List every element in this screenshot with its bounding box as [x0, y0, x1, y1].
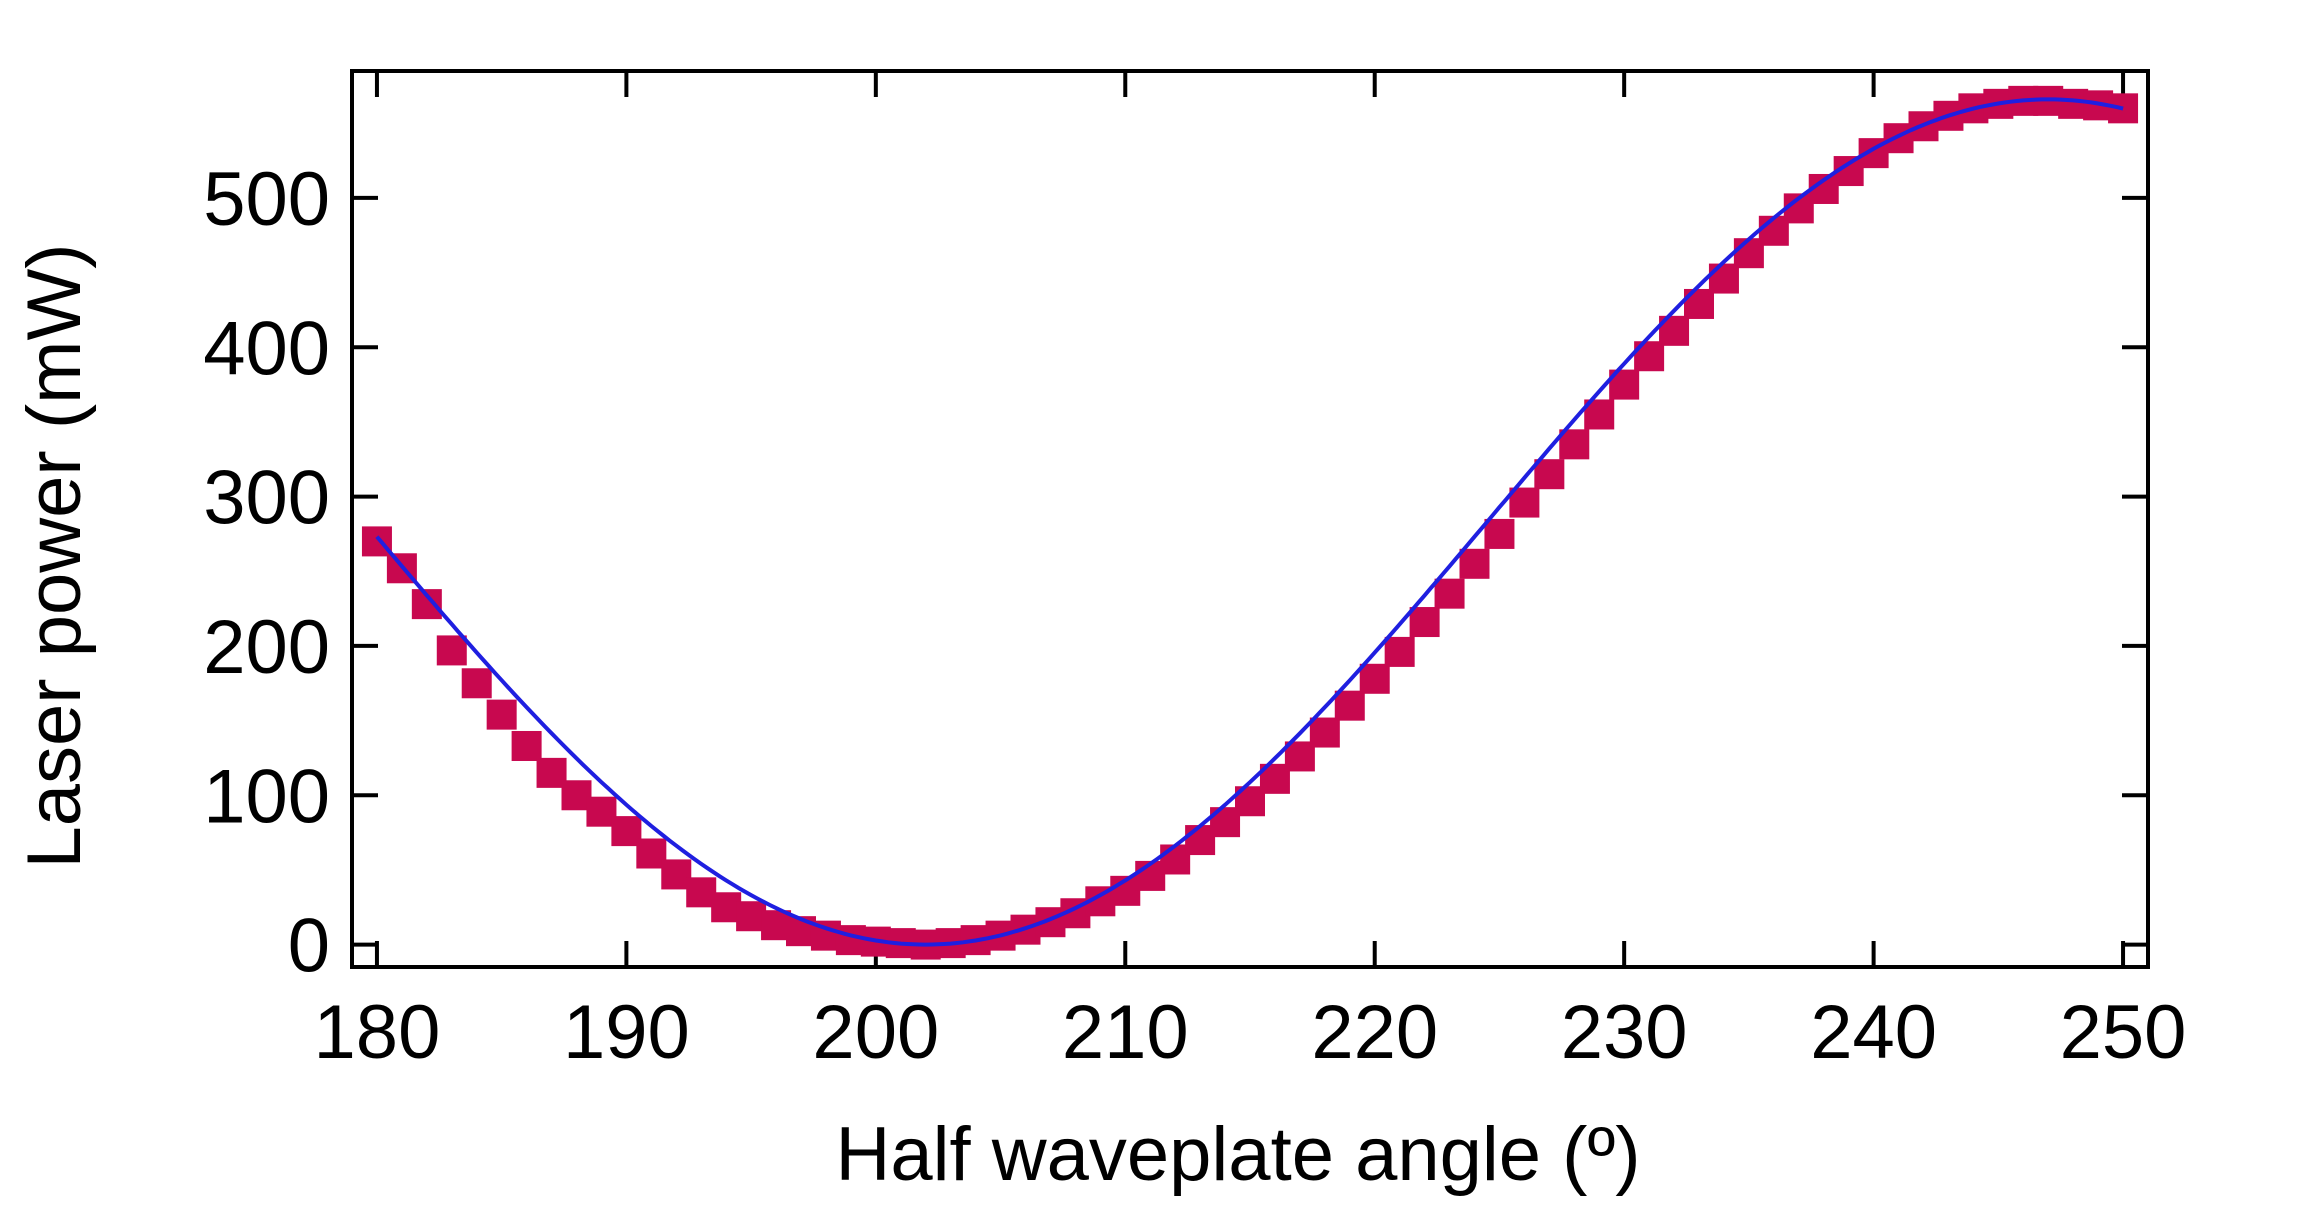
x-axis: 180 190 200 210 220 230 240 250 — [314, 71, 2187, 1075]
fit-curve-group — [375, 97, 2124, 947]
data-marker — [1459, 548, 1490, 579]
data-marker — [1409, 607, 1440, 638]
x-axis-label: Half waveplate angle (º) — [835, 1112, 1640, 1197]
y-tick-label: 400 — [203, 306, 330, 391]
data-marker — [511, 730, 542, 761]
data-marker — [436, 635, 467, 666]
y-tick-label: 0 — [288, 904, 330, 989]
data-marker — [1434, 578, 1465, 609]
y-tick-label: 300 — [203, 456, 330, 541]
data-marker — [1309, 717, 1340, 748]
data-markers — [361, 85, 2139, 960]
data-marker — [1484, 518, 1515, 549]
plot-border — [350, 69, 2150, 969]
y-tick-label: 100 — [203, 754, 330, 839]
y-axis-label: Laser power (mW) — [12, 244, 97, 869]
x-tick-label: 230 — [1561, 990, 1688, 1075]
y-tick-label: 500 — [203, 157, 330, 242]
x-tick-label: 200 — [812, 990, 939, 1075]
x-tick-label: 210 — [1062, 990, 1189, 1075]
x-tick-label: 250 — [2060, 990, 2187, 1075]
x-tick-label: 190 — [563, 990, 690, 1075]
x-tick-label: 180 — [314, 990, 441, 1075]
data-marker — [461, 668, 492, 699]
data-marker — [1334, 690, 1365, 721]
data-marker — [1384, 636, 1415, 667]
x-tick-label: 220 — [1311, 990, 1438, 1075]
fit-curve — [375, 97, 2124, 947]
y-tick-label: 200 — [203, 605, 330, 690]
plot-frame — [350, 69, 2150, 969]
data-marker — [1359, 663, 1390, 694]
y-axis: 0 100 200 300 400 500 — [203, 157, 2148, 989]
data-marker — [1534, 459, 1565, 490]
data-marker — [1559, 429, 1590, 460]
x-tick-label: 240 — [1810, 990, 1937, 1075]
data-marker — [486, 699, 517, 730]
